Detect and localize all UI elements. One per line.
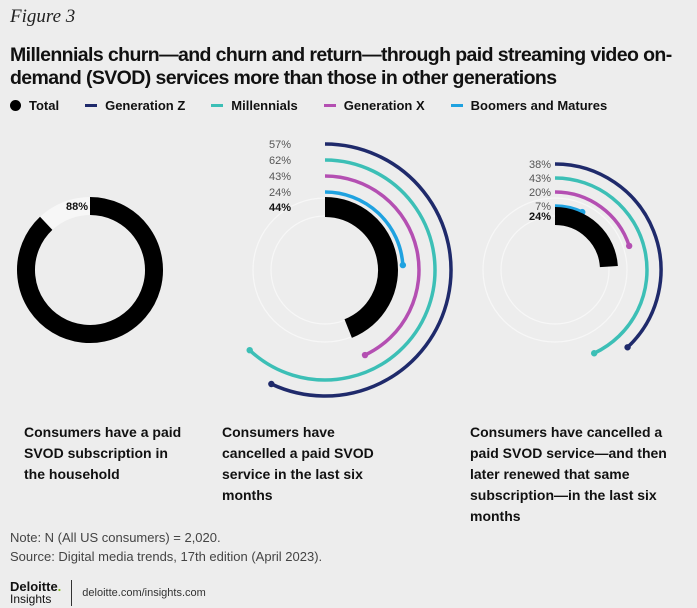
figure-label: Figure 3: [10, 6, 76, 27]
chart-3-label-generation-x: 20%: [529, 187, 551, 199]
chart-3-arc-end-generation-x: [625, 242, 633, 250]
chart-2-arc-total: [324, 197, 398, 338]
chart-2-arc-generation-x: [324, 174, 421, 357]
footer: Deloitte. Insights deloitte.com/insights…: [10, 580, 206, 606]
chart-3-arc-end-millennials: [590, 350, 598, 357]
legend-item-total: Total: [10, 98, 59, 113]
legend-swatch-generation-x: [323, 104, 336, 107]
logo-sub: Insights: [10, 592, 52, 606]
deloitte-logo: Deloitte. Insights: [10, 580, 61, 606]
logo-dot: .: [57, 579, 62, 594]
chart-2-label-millennials: 62%: [269, 155, 291, 167]
logo-main: Deloitte: [10, 579, 58, 594]
chart-2-label-generation-x: 43%: [269, 171, 291, 183]
legend-item-boomers-and-matures: Boomers and Matures: [450, 98, 608, 113]
footer-url[interactable]: deloitte.com/insights.com: [82, 587, 206, 599]
legend-item-generation-z: Generation Z: [85, 98, 185, 113]
chart-2-label-boomers-and-matures: 24%: [269, 187, 291, 199]
chart-3-label-boomers-and-matures: 7%: [535, 201, 551, 213]
caption-chart-3: Consumers have cancelled a paid SVOD ser…: [470, 424, 667, 524]
legend-label-boomers-and-matures: Boomers and Matures: [470, 98, 608, 113]
chart-3-track-outer: [482, 197, 628, 343]
legend-swatch-boomers-and-matures: [450, 104, 463, 107]
chart-title: Millennials churn—and churn and return—t…: [10, 44, 672, 89]
chart-2-arc-end-millennials: [246, 346, 253, 354]
chart-2-arc-end-boomers-and-matures: [399, 261, 407, 269]
chart-3-arc-end-generation-z: [624, 344, 631, 351]
legend: Total Generation Z Millennials Generatio…: [10, 98, 633, 113]
chart-3-arc-generation-x: [554, 190, 631, 247]
chart-1-label-total: 88%: [66, 201, 88, 213]
legend-swatch-total: [10, 100, 21, 111]
chart-3-label-millennials: 43%: [529, 173, 551, 185]
source-text: Source: Digital media trends, 17th editi…: [10, 549, 323, 564]
note-text: Note: N (All US consumers) = 2,020.: [10, 530, 221, 545]
legend-swatch-generation-z: [85, 104, 98, 107]
chart-2-arc-end-generation-x: [361, 351, 369, 359]
legend-label-total: Total: [29, 98, 60, 113]
notes: Note: N (All US consumers) = 2,020. Sour…: [10, 528, 322, 566]
chart-3-label-generation-z: 38%: [529, 159, 551, 171]
chart-1-arc-total: [17, 197, 163, 343]
legend-label-millennials: Millennials: [231, 98, 298, 113]
legend-label-generation-x: Generation X: [343, 98, 425, 113]
chart-3-arc-generation-z: [554, 162, 663, 349]
chart-2-arc-end-generation-z: [268, 380, 275, 388]
chart-2-arc-generation-z: [270, 142, 453, 398]
legend-item-millennials: Millennials: [211, 98, 298, 113]
legend-label-generation-z: Generation Z: [105, 98, 186, 113]
legend-swatch-millennials: [211, 104, 224, 107]
caption-chart-1: Consumers have a paid SVOD subscription …: [24, 424, 182, 482]
caption-chart-2: Consumers have cancelled a paid SVOD ser…: [222, 424, 374, 503]
chart-3-arc-millennials: [554, 176, 649, 355]
chart-2-arc-boomers-and-matures: [324, 190, 405, 266]
chart-3-arc-total: [554, 207, 618, 268]
chart-3-label-total: 24%: [529, 211, 551, 223]
chart-2-arc-millennials: [248, 158, 437, 382]
footer-divider: [71, 580, 73, 606]
chart-2-label-total: 44%: [269, 202, 291, 214]
legend-item-generation-x: Generation X: [323, 98, 425, 113]
chart-2-label-generation-z: 57%: [269, 139, 291, 151]
